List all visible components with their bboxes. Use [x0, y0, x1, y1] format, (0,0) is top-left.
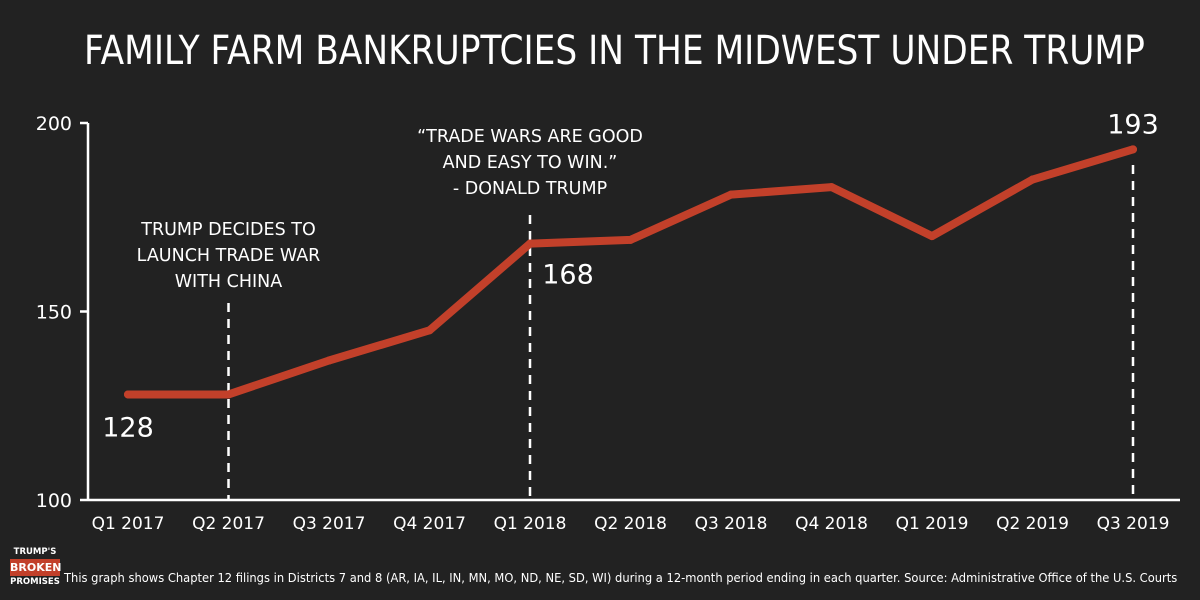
- data-point: [1129, 145, 1137, 154]
- data-label: 193: [1107, 109, 1159, 140]
- x-tick-label: Q1 2019: [896, 514, 969, 534]
- logo-line-1: TRUMP'S: [13, 547, 57, 557]
- data-point: [1028, 175, 1037, 184]
- source-note: This graph shows Chapter 12 filings in D…: [64, 570, 1178, 585]
- data-point: [727, 190, 735, 199]
- data-point: [325, 356, 333, 365]
- brand-logo: TRUMP'S BROKEN PROMISES: [10, 547, 62, 591]
- y-tick-label: 150: [36, 302, 72, 324]
- data-label: 168: [542, 260, 594, 291]
- annotation-text: WITH CHINA: [175, 272, 283, 292]
- data-label: 128: [102, 412, 154, 443]
- x-tick-label: Q4 2017: [393, 514, 466, 534]
- annotation-text: “TRADE WARS ARE GOOD: [417, 127, 643, 147]
- x-tick-label: Q3 2018: [695, 514, 768, 534]
- data-point: [626, 235, 635, 244]
- x-tick-label: Q1 2018: [494, 514, 567, 534]
- annotation-text: - DONALD TRUMP: [453, 179, 607, 199]
- annotation-text: TRUMP DECIDES TO: [140, 220, 315, 240]
- data-point: [224, 390, 233, 399]
- data-point: [425, 326, 434, 335]
- x-tick-label: Q2 2017: [192, 514, 265, 534]
- chart-title: FAMILY FARM BANKRUPTCIES IN THE MIDWEST …: [84, 28, 1145, 74]
- annotation-text: AND EASY TO WIN.”: [443, 153, 618, 173]
- x-tick-label: Q3 2017: [293, 514, 366, 534]
- y-tick-label: 100: [36, 490, 72, 512]
- x-tick-label: Q3 2019: [1097, 514, 1170, 534]
- logo-line-2: BROKEN: [10, 558, 62, 576]
- annotation-text: LAUNCH TRADE WAR: [137, 246, 321, 266]
- x-tick-label: Q4 2018: [795, 514, 868, 534]
- x-tick-label: Q1 2017: [92, 514, 165, 534]
- data-point: [124, 390, 132, 399]
- data-point: [928, 232, 936, 241]
- x-tick-label: Q2 2019: [996, 514, 1069, 534]
- data-point: [526, 239, 534, 248]
- x-tick-label: Q2 2018: [594, 514, 667, 534]
- logo-line-3: PROMISES: [10, 576, 60, 587]
- y-tick-label: 200: [36, 113, 72, 135]
- data-point: [827, 183, 836, 192]
